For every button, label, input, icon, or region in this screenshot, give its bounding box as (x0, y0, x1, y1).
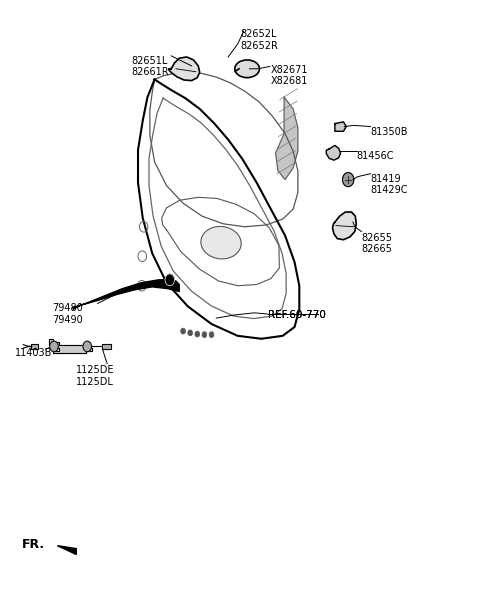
Circle shape (342, 173, 354, 187)
Text: 79480
79490: 79480 79490 (53, 303, 84, 325)
Polygon shape (169, 57, 200, 80)
Polygon shape (31, 344, 38, 349)
Circle shape (202, 331, 207, 337)
Polygon shape (102, 344, 111, 349)
Polygon shape (49, 339, 92, 353)
Circle shape (180, 328, 185, 334)
Polygon shape (73, 280, 179, 309)
Text: 82651L
82661R: 82651L 82661R (131, 56, 168, 77)
Polygon shape (326, 145, 341, 160)
Circle shape (188, 330, 192, 336)
Text: REF.60-770: REF.60-770 (268, 311, 326, 321)
Text: REF.60-770: REF.60-770 (268, 311, 326, 321)
Text: 11403B: 11403B (14, 347, 52, 358)
Polygon shape (333, 212, 356, 240)
Ellipse shape (201, 227, 241, 259)
Circle shape (195, 331, 200, 337)
Polygon shape (57, 546, 76, 555)
Circle shape (83, 341, 92, 352)
Circle shape (209, 331, 214, 337)
Text: 81350B: 81350B (371, 127, 408, 137)
Text: 81419
81429C: 81419 81429C (371, 174, 408, 195)
Text: X82671
X82681: X82671 X82681 (271, 65, 308, 86)
Ellipse shape (235, 60, 260, 77)
Circle shape (50, 341, 58, 352)
Polygon shape (335, 122, 346, 131)
Text: 82652L
82652R: 82652L 82652R (240, 29, 278, 51)
Text: 82655
82665: 82655 82665 (361, 233, 392, 254)
Circle shape (165, 274, 175, 286)
Text: 1125DE
1125DL: 1125DE 1125DL (76, 365, 115, 387)
Polygon shape (276, 97, 298, 180)
Text: FR.: FR. (22, 538, 45, 551)
Text: 81456C: 81456C (356, 151, 394, 161)
